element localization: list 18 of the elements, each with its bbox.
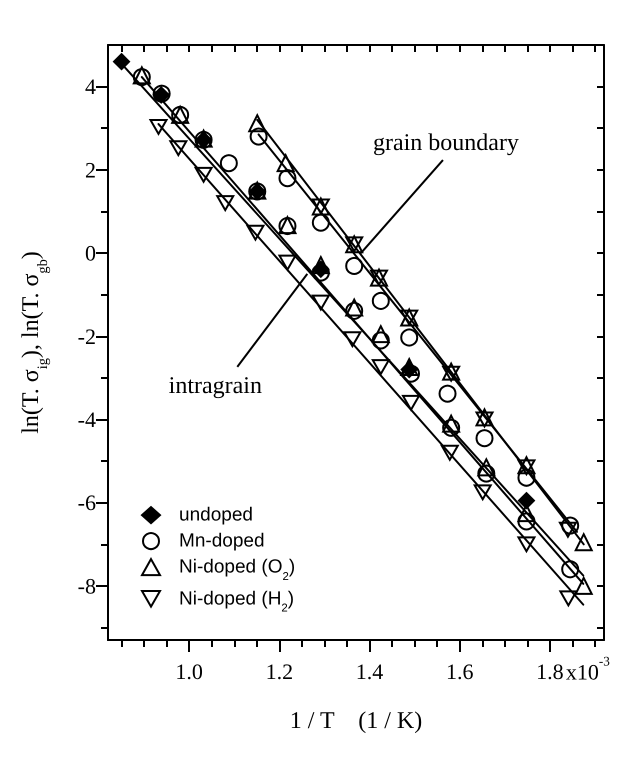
y-tick-label: 2	[85, 157, 96, 182]
y-tick-label: 0	[85, 240, 96, 266]
x-tick-label: 1.6	[446, 659, 474, 684]
annotation: intragrain	[168, 372, 262, 399]
legend-label: Mn-doped	[179, 530, 265, 552]
x-tick-label: 1.2	[266, 659, 294, 684]
y-tick-label: -4	[78, 406, 96, 432]
x-axis-title: 1 / T (1 / K)	[290, 708, 422, 734]
x-tick-label: 1.4	[356, 659, 384, 684]
x-tick-label: 1.8	[536, 659, 564, 684]
y-tick-label: -8	[78, 573, 96, 598]
x-tick-label: 1.0	[175, 659, 203, 684]
annotation: grain boundary	[372, 130, 519, 156]
y-tick-label: -6	[78, 490, 96, 516]
y-tick-label: 4	[85, 74, 96, 100]
legend-label: undoped	[179, 504, 253, 526]
y-tick-label: -2	[78, 324, 96, 349]
y-axis-title: ln(T. σig), ln(T. σgb)	[18, 251, 51, 434]
